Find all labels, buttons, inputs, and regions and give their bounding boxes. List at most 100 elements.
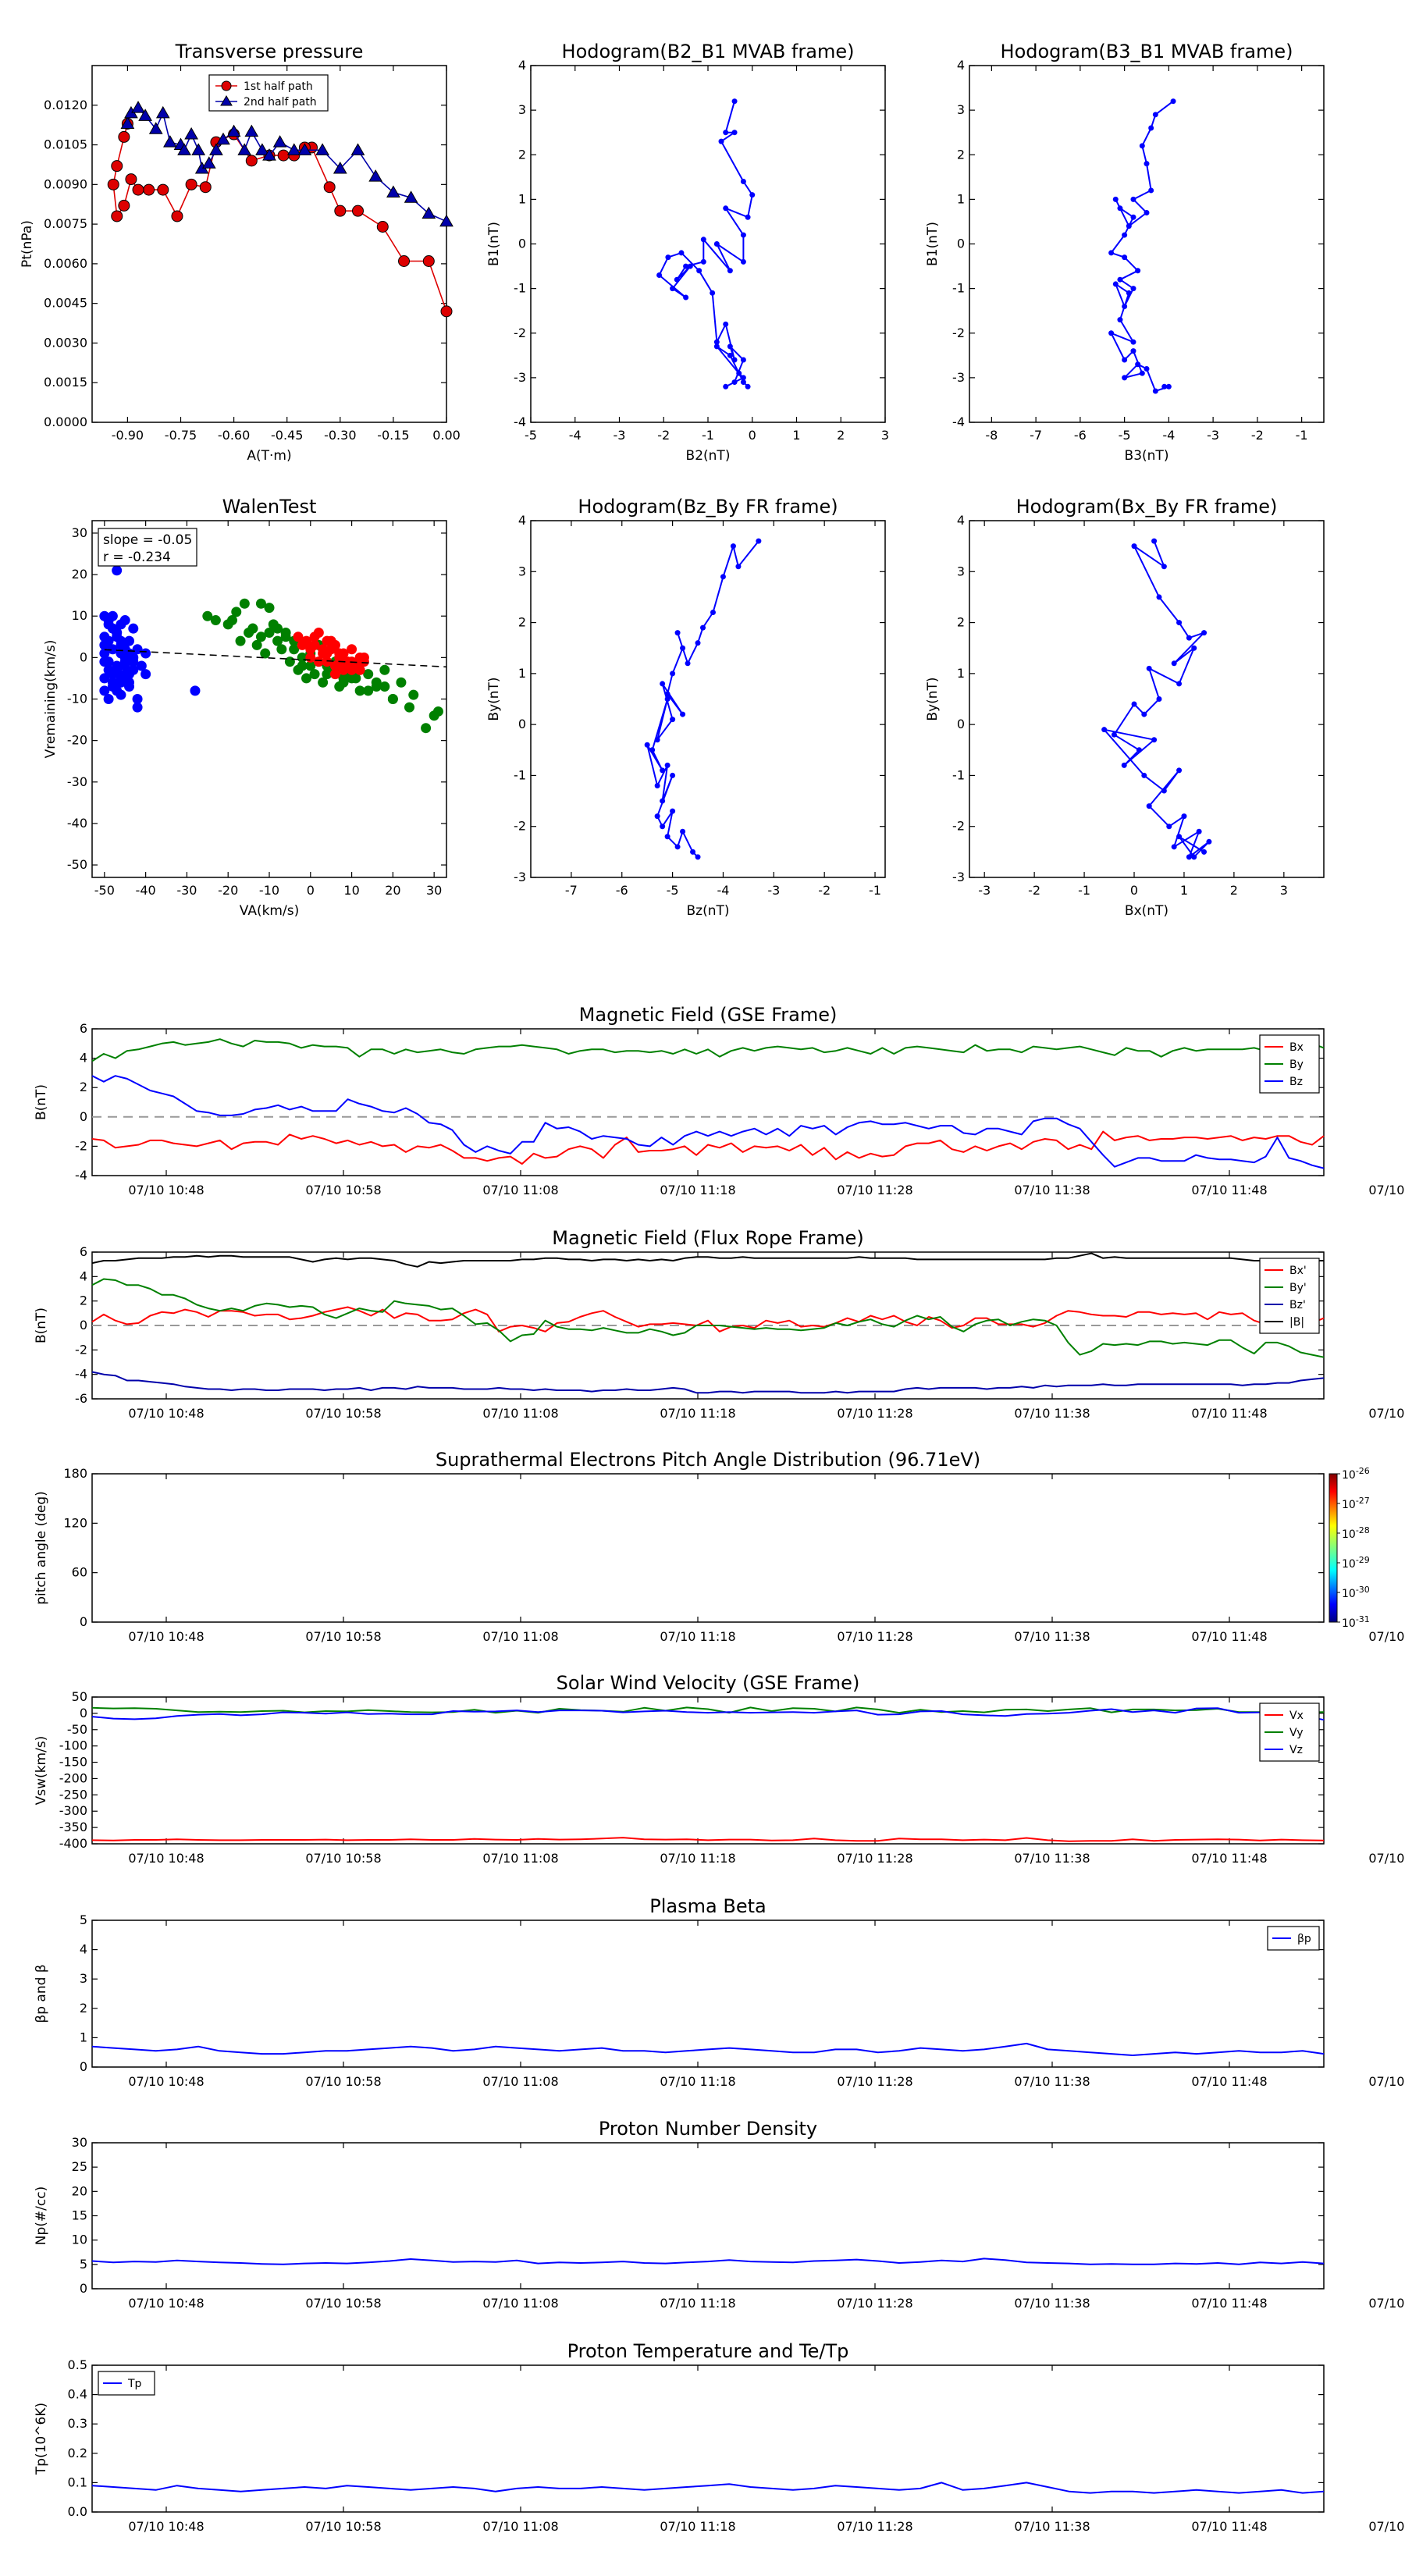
data-point-circle [334, 205, 347, 217]
y-tick-label: 4 [80, 1051, 87, 1066]
data-point [309, 669, 320, 680]
hodogram-point [740, 379, 746, 386]
y-tick-label: 2 [80, 1293, 87, 1308]
y-tick-label: 6 [80, 1244, 87, 1259]
data-point-circle [185, 178, 197, 190]
y-tick-label: 2 [518, 147, 526, 162]
hodogram-point [649, 747, 656, 753]
hodogram-point [1161, 564, 1167, 570]
x-tick-label: -4 [569, 428, 582, 443]
y-tick-label: -30 [67, 774, 87, 789]
data-point [255, 598, 266, 609]
time-tick-label: 07/10 11:18 [660, 1629, 735, 1644]
data-point [358, 652, 369, 663]
y-tick-label: 0.5 [68, 2357, 87, 2372]
hodogram-point [660, 681, 666, 687]
series-line-βp [91, 2042, 1325, 2056]
hodogram-point [736, 370, 742, 376]
hodogram-point [1135, 268, 1141, 274]
time-tick-label: 07/10 11:58 [1368, 2519, 1405, 2534]
data-point [421, 723, 432, 734]
y-axis-label: Tp(10^6K) [34, 2403, 49, 2475]
hodogram-point [731, 98, 738, 105]
annotation-frame [98, 528, 197, 567]
hodogram-bz-by-chart: Hodogram(Bz_By FR frame) Bz(nT) By(nT) -3 -2… [486, 496, 886, 919]
data-point [112, 565, 123, 576]
hodogram-point [1139, 370, 1145, 376]
series-line-1 [91, 2258, 1325, 2265]
data-point [235, 635, 246, 646]
hodogram-point [700, 624, 706, 631]
chart-title: Transverse pressure [175, 41, 364, 62]
y-tick-label: -6 [75, 1391, 87, 1406]
colorbar-gradient [1329, 1473, 1338, 1623]
time-tick-label: 07/10 11:28 [837, 1851, 912, 1866]
x-tick-label: 3 [1280, 883, 1288, 898]
data-point [363, 685, 374, 696]
y-tick-label: -2 [514, 326, 526, 340]
hodogram-point [710, 290, 716, 296]
hodogram-point [1176, 767, 1183, 774]
legend-marker [221, 80, 232, 91]
y-tick-label: 60 [72, 1565, 87, 1580]
x-axis-label: A(T·m) [247, 448, 291, 464]
y-tick-label: 0.0120 [44, 98, 87, 112]
time-tick-label: 07/10 10:48 [128, 1851, 204, 1866]
y-tick-label: 20 [72, 567, 87, 582]
y-tick-label: -1 [514, 767, 526, 782]
y-tick-label: 2 [80, 1080, 87, 1094]
time-tick-label: 07/10 10:58 [305, 2074, 381, 2089]
hodogram-point [654, 782, 660, 788]
hodogram-point [670, 772, 676, 778]
hodogram-point [1130, 196, 1136, 202]
data-point-triangle [272, 135, 287, 148]
hodogram-point [713, 343, 720, 350]
y-tick-label: 120 [63, 1515, 87, 1530]
y-tick-label: 20 [72, 2183, 87, 2198]
legend: Bx' By' Bz' |B| [1259, 1258, 1320, 1334]
hodogram-point [731, 379, 738, 386]
time-tick-label: 07/10 11:58 [1368, 2074, 1405, 2089]
y-tick-label: 3 [518, 564, 526, 578]
chart-title: WalenTest [222, 496, 317, 518]
y-tick-label: 0 [80, 649, 87, 664]
time-tick-label: 07/10 11:38 [1014, 1183, 1090, 1197]
hodogram-point [1151, 737, 1158, 743]
x-tick-label: -30 [176, 883, 197, 898]
colorbar: 10-26 10-27 10-28 10-29 10-30 10-31 [1329, 1466, 1370, 1630]
proton-density-chart: Proton Number Density Np(#/cc) 0 5 10 15 20 25 3… [34, 2118, 1405, 2311]
x-tick-label: -2 [1251, 428, 1264, 443]
time-tick-label: 07/10 11:18 [660, 1406, 735, 1421]
y-tick-label: -1 [952, 281, 965, 296]
y-tick-label: -2 [952, 819, 965, 834]
y-axis-label: Pt(nPa) [20, 220, 35, 268]
data-point [119, 615, 130, 626]
hodogram-point [644, 742, 650, 748]
time-tick-label: 07/10 10:58 [305, 2296, 381, 2311]
hodogram-point [1111, 731, 1117, 738]
data-point-circle [440, 305, 453, 318]
hodogram-point [654, 737, 660, 743]
x-tick-label: -0.75 [165, 428, 197, 443]
x-axis-label: B2(nT) [686, 448, 731, 464]
y-tick-label: 0.0000 [44, 415, 87, 429]
time-tick-label: 07/10 11:08 [482, 2519, 558, 2534]
data-point-triangle [315, 143, 329, 155]
y-tick-label: 3 [957, 564, 965, 578]
data-point [408, 689, 419, 700]
data-point [334, 681, 345, 692]
data-point [116, 689, 126, 700]
fit-line [104, 649, 447, 668]
data-point-triangle [226, 124, 241, 137]
hodogram-point [720, 574, 726, 580]
hodogram-point [670, 717, 676, 723]
y-tick-label: 2 [80, 2001, 87, 2016]
x-tick-label: -5 [667, 883, 679, 898]
hodogram-point [1130, 214, 1136, 220]
data-point-circle [352, 205, 364, 217]
hodogram-point [680, 711, 686, 717]
time-tick-label: 07/10 10:48 [128, 1183, 204, 1197]
hodogram-point [1130, 339, 1136, 345]
colorbar-label: 10-26 [1342, 1466, 1370, 1482]
data-point [387, 694, 398, 704]
